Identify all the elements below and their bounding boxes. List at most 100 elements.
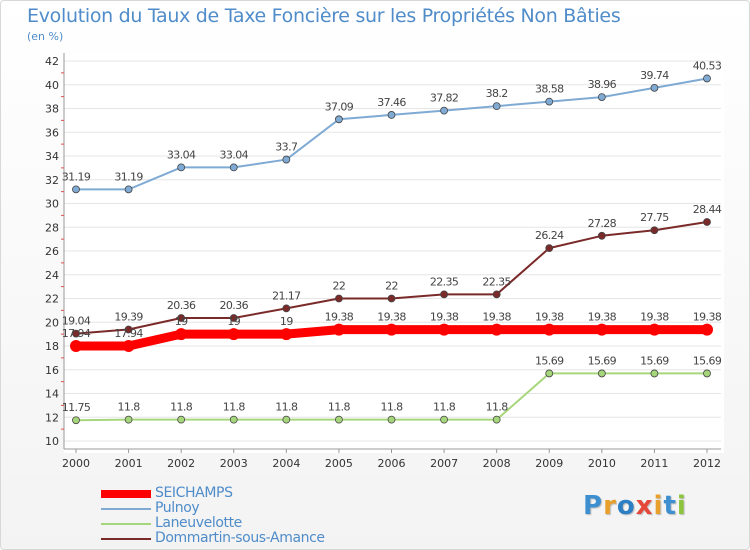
data-point [703, 218, 711, 226]
data-label: 19.39 [114, 310, 143, 323]
data-label: 19.04 [62, 315, 91, 328]
legend-item: Pulnoy [101, 500, 361, 516]
legend-swatch [101, 523, 151, 525]
x-tick-label: 2008 [483, 457, 511, 470]
data-point [177, 415, 186, 424]
data-label: 27.75 [640, 211, 669, 224]
data-label: 31.19 [114, 170, 143, 183]
data-label: 33.04 [167, 148, 196, 161]
data-label: 15.69 [640, 354, 669, 367]
data-label: 37.09 [325, 100, 354, 113]
unit-label: (en %) [27, 30, 64, 43]
data-point [282, 415, 291, 424]
data-label: 27.28 [588, 217, 617, 230]
data-label: 37.82 [430, 92, 459, 105]
data-point [227, 328, 240, 341]
x-tick-label: 2012 [693, 457, 721, 470]
logo-letter: x [635, 491, 654, 521]
y-tick-label: 34 [45, 150, 59, 163]
data-label: 15.69 [588, 354, 617, 367]
y-tick-label: 18 [45, 340, 59, 353]
logo-letter: P [583, 491, 604, 521]
y-tick-label: 20 [45, 316, 59, 329]
data-point [229, 314, 238, 322]
data-point [385, 323, 398, 336]
data-label: 19.38 [377, 311, 406, 324]
legend-swatch [101, 490, 151, 498]
legend-item: Laneuvelotte [101, 515, 361, 531]
data-point [387, 111, 396, 119]
data-point [387, 415, 396, 424]
data-label: 19.38 [640, 311, 669, 324]
data-label: 19.38 [588, 311, 617, 324]
logo-letter: o [616, 491, 636, 521]
logo-letter: i [676, 491, 687, 521]
data-label: 11.8 [433, 401, 456, 414]
data-point [280, 328, 293, 341]
x-tick-label: 2000 [62, 457, 90, 470]
data-label: 17.94 [114, 327, 143, 340]
data-point [440, 106, 448, 115]
logo-letter: r [603, 491, 617, 521]
data-point [545, 97, 554, 106]
x-tick-label: 2005 [325, 457, 353, 470]
legend-item: Dommartin-sous-Amance [101, 530, 361, 546]
data-point [72, 329, 80, 338]
y-tick-label: 26 [45, 245, 59, 258]
data-point [335, 294, 343, 303]
logo-letter: t [663, 491, 677, 521]
y-tick-label: 38 [45, 103, 59, 116]
x-tick-label: 2004 [272, 457, 300, 470]
data-point [440, 290, 448, 299]
data-point [177, 163, 186, 172]
data-label: 11.8 [170, 401, 193, 414]
y-tick-label: 12 [45, 411, 59, 424]
y-tick-label: 10 [45, 435, 59, 448]
data-label: 26.24 [535, 229, 564, 242]
data-point [124, 325, 133, 334]
data-point [703, 369, 711, 378]
x-tick-label: 2006 [378, 457, 406, 470]
data-point [387, 294, 396, 303]
data-label: 11.8 [380, 401, 403, 414]
data-point [703, 74, 711, 83]
y-tick-label: 28 [45, 221, 59, 234]
data-label: 33.7 [275, 141, 298, 154]
data-label: 31.19 [62, 170, 91, 183]
legend: SEICHAMPS Pulnoy Laneuvelotte Dommartin-sou… [101, 485, 361, 546]
data-point [332, 323, 345, 336]
data-label: 19.38 [430, 311, 459, 324]
data-label: 19.38 [325, 311, 354, 324]
data-label: 40.53 [693, 59, 722, 72]
data-label: 21.17 [272, 289, 301, 302]
data-label: 28.44 [693, 203, 722, 216]
data-label: 19.38 [693, 311, 722, 324]
data-point [335, 115, 343, 124]
data-point [335, 415, 343, 424]
data-point [492, 415, 501, 424]
legend-label: Pulnoy [155, 500, 200, 516]
legend-swatch [101, 508, 151, 510]
data-point [124, 415, 133, 424]
data-point [177, 314, 186, 322]
proxiti-logo: Proxiti [583, 491, 687, 521]
y-tick-label: 24 [45, 269, 59, 282]
data-label: 11.8 [328, 401, 351, 414]
data-label: 39.74 [640, 69, 669, 82]
data-label: 19 [280, 315, 293, 328]
plot-area [64, 53, 724, 453]
data-label: 11.8 [223, 401, 246, 414]
y-tick-label: 32 [45, 174, 59, 187]
data-point [492, 102, 501, 111]
legend-label: SEICHAMPS [155, 485, 233, 501]
legend-label: Dommartin-sous-Amance [155, 530, 325, 546]
data-label: 38.96 [588, 78, 617, 91]
data-point [650, 83, 659, 92]
legend-item: SEICHAMPS [101, 485, 361, 501]
data-point [440, 415, 448, 424]
chart-title: Evolution du Taux de Taxe Foncière sur l… [27, 5, 621, 27]
data-point [597, 93, 606, 101]
data-label: 37.46 [377, 96, 406, 109]
data-point [648, 323, 661, 336]
